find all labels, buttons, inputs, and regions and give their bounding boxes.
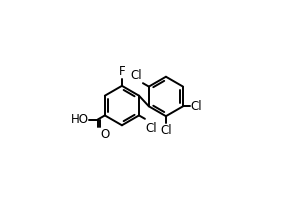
Text: F: F (119, 65, 125, 78)
Text: Cl: Cl (160, 124, 172, 137)
Text: Cl: Cl (191, 100, 202, 113)
Text: Cl: Cl (146, 122, 157, 135)
Text: O: O (100, 128, 110, 141)
Text: HO: HO (70, 113, 88, 126)
Text: Cl: Cl (130, 69, 142, 82)
